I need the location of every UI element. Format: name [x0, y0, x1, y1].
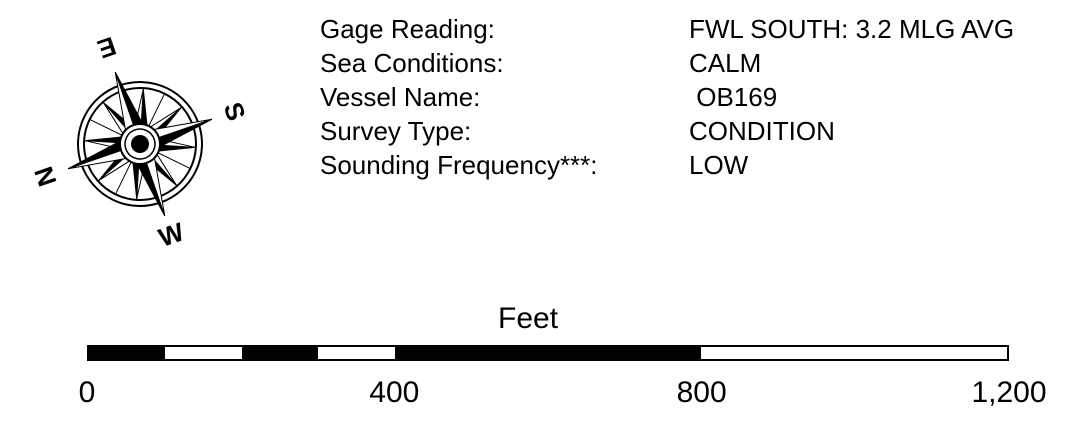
sounding-frequency-label: Sounding Frequency***: [320, 150, 598, 180]
survey-type-value: CONDITION [689, 116, 835, 146]
compass-north-letter: N [28, 163, 62, 191]
compass-west-letter: W [155, 216, 188, 253]
scale-bar-segment [165, 347, 242, 359]
compass-south-letter: S [218, 98, 252, 124]
scale-bar-tick-label: 800 [676, 376, 727, 409]
scale-bar-segment [89, 347, 166, 359]
compass-east-letter: E [94, 31, 120, 65]
compass-star [67, 71, 213, 217]
vessel-name-label: Vessel Name: [320, 82, 481, 112]
scale-bar-segment [700, 347, 1007, 359]
sounding-frequency-value: LOW [689, 150, 749, 180]
scale-bar-segment [394, 347, 701, 359]
gage-reading-value: FWL SOUTH: 3.2 MLG AVG [689, 14, 1015, 44]
survey-type-label: Survey Type: [320, 116, 472, 146]
scale-bar-tick-label: 400 [369, 376, 420, 409]
scale-bar-tick-label: 1,200 [971, 376, 1047, 409]
vessel-name-value: OB169 [689, 82, 778, 112]
compass-hub-inner-ring [124, 128, 156, 160]
sea-conditions-value: CALM [689, 48, 762, 78]
scale-bar-unit-label: Feet [498, 302, 559, 335]
compass-hub [131, 135, 149, 153]
sea-conditions-label: Sea Conditions: [320, 48, 504, 78]
scale-bar-segment [241, 347, 319, 359]
scale-bar [87, 345, 1009, 361]
compass-rose-icon: E S W N [28, 31, 252, 253]
scale-bar-segment [318, 347, 395, 359]
gage-reading-label: Gage Reading: [320, 14, 495, 44]
scale-bar-tick-label: 0 [78, 376, 96, 409]
